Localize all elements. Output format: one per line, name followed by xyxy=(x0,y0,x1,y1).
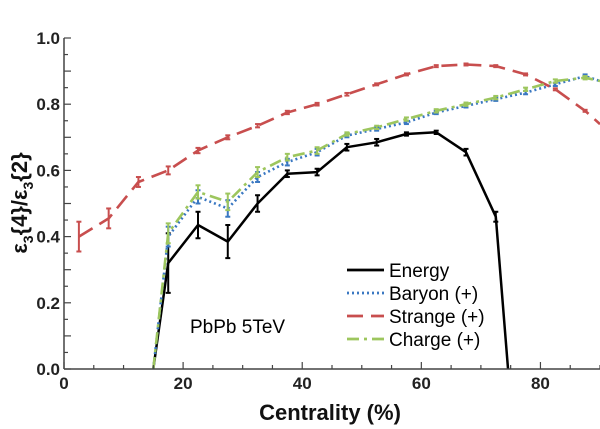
error-bar xyxy=(255,123,261,129)
error-bar xyxy=(344,142,350,152)
error-bar xyxy=(195,146,201,155)
y-tick-label: 1.0 xyxy=(36,29,60,48)
error-bar xyxy=(463,62,469,67)
legend-label: Strange (+) xyxy=(389,307,485,328)
x-tick-label: 20 xyxy=(174,374,193,393)
x-tick-label: 80 xyxy=(531,374,550,393)
error-bar xyxy=(255,166,261,179)
legend-label: Baryon (+) xyxy=(389,284,478,305)
error-bar xyxy=(225,134,231,141)
error-bar xyxy=(403,72,409,77)
error-bar xyxy=(314,167,320,177)
series-charge xyxy=(152,75,600,369)
error-bar xyxy=(374,137,380,147)
y-axis-title-sub2: 3 xyxy=(20,181,36,189)
system-annotation: PbPb 5TeV xyxy=(190,317,285,338)
series-line-energy xyxy=(152,131,510,369)
y-tick-label: 0.0 xyxy=(36,360,60,379)
error-bar xyxy=(403,131,409,137)
tick-labels: 0.0 0.2 0.4 0.6 0.8 1.0 0 20 40 60 80 xyxy=(36,29,550,393)
error-bar xyxy=(195,210,201,240)
error-bar xyxy=(344,131,350,137)
y-tick-label: 0.4 xyxy=(36,228,60,247)
error-bar xyxy=(463,101,469,107)
y-axis-title-eps1: ε xyxy=(7,243,32,254)
legend-item-strange: Strange (+) xyxy=(347,307,485,328)
error-bar xyxy=(523,72,529,77)
error-bar xyxy=(374,82,380,87)
axes-layer xyxy=(63,37,600,370)
y-axis-title: ε3{4}/ε3{2} xyxy=(7,152,36,254)
x-tick-label: 60 xyxy=(412,374,431,393)
error-bar xyxy=(493,210,499,223)
legend-label: Charge (+) xyxy=(389,330,480,351)
series-line-strange xyxy=(78,63,600,238)
y-axis-title-eps2: ε xyxy=(7,189,32,200)
error-bar xyxy=(433,108,439,114)
legend-item-charge: Charge (+) xyxy=(347,330,480,351)
error-bar xyxy=(314,101,320,107)
error-bar xyxy=(135,176,141,188)
error-bar xyxy=(493,94,499,101)
y-axis-title-sub1: 3 xyxy=(20,235,36,243)
error-bar xyxy=(255,194,261,213)
series-strange xyxy=(76,62,600,253)
legend-label: Energy xyxy=(389,261,450,282)
series-line-baryon xyxy=(152,74,600,369)
legend-item-energy: Energy xyxy=(347,261,450,282)
error-bar xyxy=(76,220,82,253)
error-bar xyxy=(582,75,588,81)
y-axis-title-arg2: {2} xyxy=(7,152,32,182)
error-bar xyxy=(284,109,290,116)
error-bar xyxy=(165,165,171,176)
x-tick-label: 40 xyxy=(293,374,312,393)
error-bar xyxy=(284,169,290,179)
error-bar xyxy=(403,116,409,122)
error-bar xyxy=(552,87,558,92)
y-tick-label: 0.8 xyxy=(36,95,60,114)
error-bar xyxy=(195,184,201,200)
error-bar xyxy=(433,64,439,69)
error-bar xyxy=(523,86,529,92)
x-tick-label: 0 xyxy=(59,374,68,393)
y-tick-label: 0.2 xyxy=(36,294,60,313)
error-bar xyxy=(225,192,231,212)
error-bar xyxy=(344,91,350,97)
y-axis-title-arg1: {4}/ xyxy=(7,200,32,235)
series-line-charge xyxy=(152,76,600,369)
x-axis-title: Centrality (%) xyxy=(259,400,401,425)
error-bar xyxy=(284,152,290,162)
error-bar xyxy=(433,129,439,135)
y-tick-label: 0.6 xyxy=(36,161,60,180)
error-bar xyxy=(374,124,380,131)
error-bar xyxy=(314,146,320,155)
error-bar xyxy=(165,222,171,245)
error-bar xyxy=(552,78,558,84)
legend-item-baryon: Baryon (+) xyxy=(347,284,478,305)
series-layer xyxy=(76,62,600,369)
series-energy xyxy=(152,129,510,369)
error-bar xyxy=(463,147,469,157)
error-bar xyxy=(225,224,231,260)
error-bar xyxy=(106,207,112,230)
error-bar xyxy=(582,108,588,113)
error-bar xyxy=(493,64,499,69)
